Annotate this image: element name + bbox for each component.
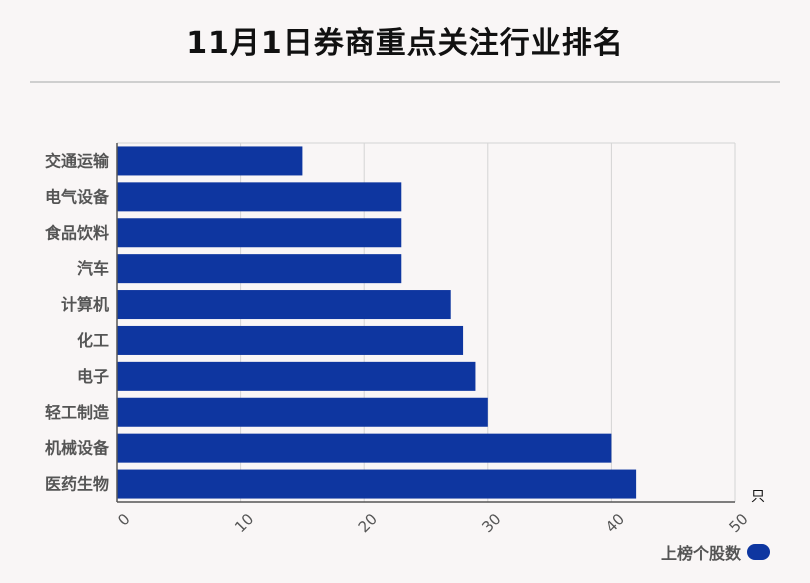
category-label-2: 食品饮料 [44,223,109,242]
bar-8 [117,433,612,463]
legend-swatch [747,544,770,560]
category-label-8: 机械设备 [45,439,110,458]
category-label-4: 计算机 [61,295,109,314]
x-tick-label-10: 10 [231,510,257,536]
x-tick-label-0: 0 [114,510,133,529]
x-tick-label-30: 30 [478,510,504,536]
x-tick-label-50: 50 [726,510,752,536]
category-label-6: 电子 [77,367,109,386]
category-label-1: 电气设备 [45,187,110,206]
bar-0 [117,146,303,176]
chart-title: 11月1日券商重点关注行业排名 [186,26,624,61]
category-label-7: 轻工制造 [45,403,110,422]
bar-4 [117,290,451,320]
bar-3 [117,254,402,284]
category-label-9: 医药生物 [45,475,109,494]
legend-label: 上榜个股数 [660,544,741,563]
bar-2 [117,218,402,248]
x-tick-label-20: 20 [355,510,381,536]
bar-5 [117,325,464,355]
legend[interactable]: 上榜个股数 [661,540,770,564]
category-label-3: 汽车 [77,259,109,278]
bar-6 [117,361,476,391]
x-unit-label: 只 [751,489,765,505]
category-label-5: 化工 [77,331,109,350]
bar-1 [117,182,402,212]
bar-9 [117,469,637,499]
category-label-0: 交通运输 [45,151,110,170]
x-tick-label-40: 40 [602,510,628,536]
bar-7 [117,397,488,427]
title-divider [30,81,780,83]
